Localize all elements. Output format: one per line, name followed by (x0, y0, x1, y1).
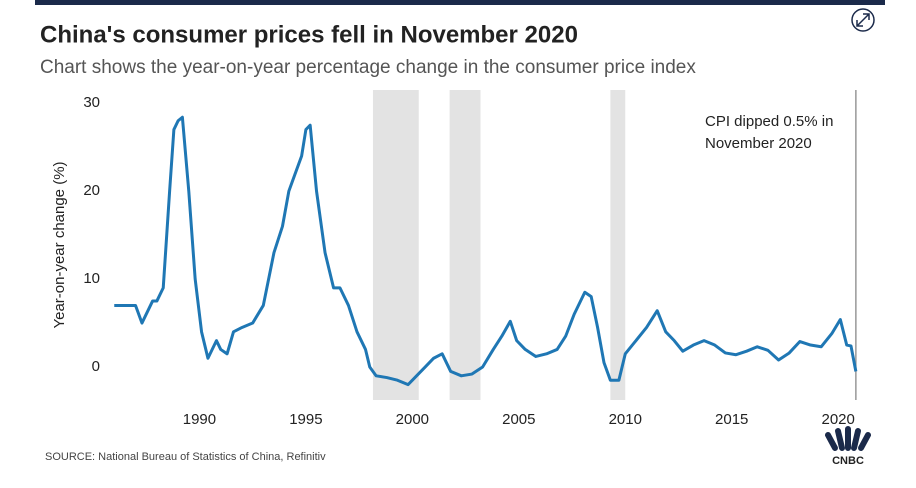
expand-arrow (856, 13, 870, 27)
x-tick-label: 2020 (822, 411, 855, 428)
y-tick-label: 30 (83, 94, 100, 111)
x-tick-label: 2005 (502, 411, 535, 428)
expand-icon[interactable] (851, 8, 875, 32)
logo-text: CNBC (832, 455, 864, 467)
x-tick-label: 2000 (396, 411, 429, 428)
shaded-period (372, 90, 419, 400)
shaded-period (610, 90, 626, 400)
plot (114, 90, 858, 400)
x-tick-label: 2010 (609, 411, 642, 428)
y-tick-label: 10 (83, 270, 100, 287)
y-axis-label: Year-on-year change (%) (51, 161, 68, 328)
source: SOURCE: National Bureau of Statistics of… (45, 451, 326, 463)
y-tick-label: 20 (83, 182, 100, 199)
annotation: CPI dipped 0.5% in (705, 113, 833, 130)
x-tick-label: 2015 (715, 411, 748, 428)
top-bar (35, 0, 885, 5)
chart-subtitle: Chart shows the year-on-year percentage … (40, 57, 696, 78)
chart-title: China's consumer prices fell in November… (40, 21, 578, 48)
x-tick-label: 1990 (183, 411, 216, 428)
shaded-period (449, 90, 481, 400)
logo: CNBC (825, 426, 871, 467)
y-tick-label: 0 (92, 358, 100, 375)
line (114, 115, 858, 387)
annotation: November 2020 (705, 135, 812, 152)
x-tick-label: 1995 (289, 411, 322, 428)
